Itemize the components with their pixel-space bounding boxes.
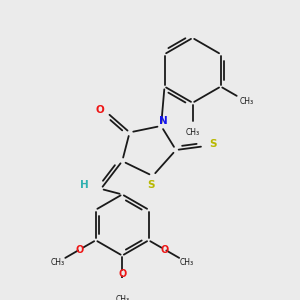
Text: N: N [159, 116, 167, 126]
Text: S: S [147, 180, 155, 190]
Text: O: O [160, 244, 169, 254]
Text: CH₃: CH₃ [185, 128, 200, 137]
Text: CH₃: CH₃ [239, 97, 254, 106]
Text: O: O [118, 269, 126, 279]
Text: CH₃: CH₃ [51, 257, 65, 266]
Text: CH₃: CH₃ [115, 295, 129, 300]
Text: O: O [96, 105, 104, 115]
Text: S: S [209, 140, 217, 149]
Text: H: H [80, 180, 88, 190]
Text: O: O [76, 244, 84, 254]
Text: CH₃: CH₃ [179, 257, 194, 266]
